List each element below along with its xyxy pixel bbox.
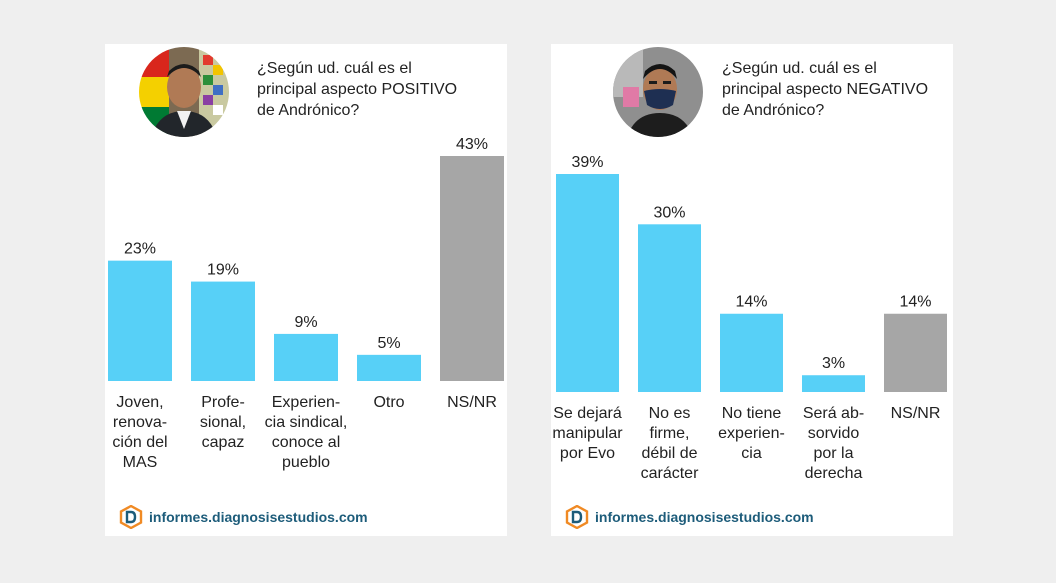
category-label: NS/NR	[891, 405, 941, 422]
bar	[440, 156, 504, 381]
category-label: No es firme, débil de carácter	[641, 405, 699, 482]
category-label: NS/NR	[447, 394, 497, 411]
diagnosis-logo-icon	[119, 505, 143, 529]
category-label: No tiene experien-cia	[718, 405, 785, 462]
category-label: Profe-sional, capaz	[200, 394, 246, 451]
footer: informes.diagnosisestudios.com	[119, 504, 368, 530]
bar-value-label: 30%	[653, 204, 685, 221]
bar	[802, 375, 865, 392]
bar-value-label: 14%	[899, 294, 931, 311]
bar	[191, 281, 255, 381]
bar-chart-negative: 39% Se dejará manipular por Evo 30% No es firm…	[552, 154, 947, 482]
diagnosis-logo-icon	[565, 505, 589, 529]
question-line: principal aspecto POSITIVO	[257, 81, 458, 98]
bar-value-label: 39%	[571, 154, 603, 171]
footer: informes.diagnosisestudios.com	[565, 504, 814, 530]
question-line: ¿Según ud. cuál es el	[722, 60, 877, 77]
category-label: Otro	[373, 394, 404, 411]
question-line: de Andrónico?	[257, 102, 360, 119]
footer-url: informes.diagnosisestudios.com	[149, 509, 368, 525]
category-label: Se dejará manipular por Evo	[552, 405, 623, 462]
question-line: principal aspecto NEGATIVO	[722, 81, 929, 98]
bar	[720, 313, 783, 392]
question-title: ¿Según ud. cuál es el principal aspecto …	[257, 58, 487, 121]
bar-value-label: 5%	[377, 335, 400, 352]
question-line: ¿Según ud. cuál es el	[257, 60, 412, 77]
bar	[274, 333, 338, 381]
category-label: Experien-cia sindical, conoce al pueblo	[265, 394, 348, 471]
bar-value-label: 43%	[456, 136, 488, 153]
bar-value-label: 9%	[294, 314, 317, 331]
chart-panel-positive: ¿Según ud. cuál es el principal aspecto …	[105, 44, 507, 536]
bar	[357, 354, 421, 381]
bar-value-label: 19%	[207, 262, 239, 279]
bar-value-label: 23%	[124, 241, 156, 258]
bar	[884, 313, 947, 392]
question-line: de Andrónico?	[722, 102, 825, 119]
category-label: Joven, renova-ción del MAS	[112, 394, 167, 471]
bar-value-label: 3%	[822, 355, 845, 372]
bar-chart-positive: 23% Joven, renova-ción del MAS 19% Profe-sion…	[108, 136, 504, 471]
bar	[638, 224, 701, 392]
bar-value-label: 14%	[735, 294, 767, 311]
chart-panel-negative: ¿Según ud. cuál es el principal aspecto …	[551, 44, 953, 536]
bar	[556, 174, 619, 392]
bar	[108, 260, 172, 381]
question-title: ¿Según ud. cuál es el principal aspecto …	[722, 58, 952, 121]
footer-url: informes.diagnosisestudios.com	[595, 509, 814, 525]
category-label: Será ab-sorvido por la derecha	[803, 405, 864, 482]
